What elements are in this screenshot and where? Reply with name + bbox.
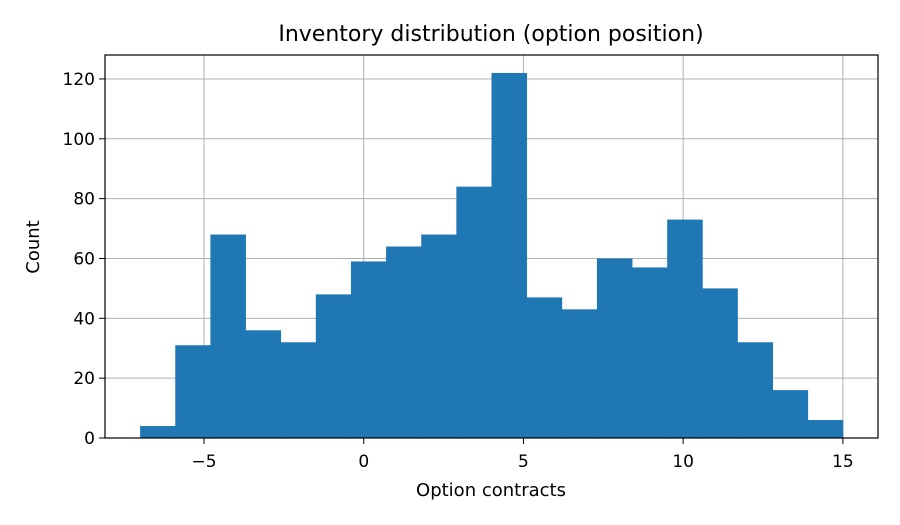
histogram-bar — [421, 234, 457, 438]
histogram-bar — [526, 297, 563, 438]
histogram-bar — [350, 261, 387, 438]
histogram-bar — [315, 294, 352, 438]
histogram-bar — [386, 246, 422, 438]
histogram-bar — [632, 267, 668, 438]
plot-frame — [104, 54, 879, 439]
x-tick-label: 5 — [518, 452, 529, 472]
histogram-bar — [280, 342, 317, 438]
histogram-bar — [140, 426, 176, 438]
y-tick-label: 120 — [63, 70, 95, 90]
histogram-bar — [596, 258, 633, 438]
chart-title: Inventory distribution (option position) — [278, 22, 703, 47]
y-tick-label: 0 — [84, 429, 95, 449]
x-axis-label: Option contracts — [416, 480, 566, 501]
histogram-bar — [807, 420, 844, 438]
bars — [140, 72, 844, 438]
histogram-bar — [667, 219, 703, 438]
histogram-bar — [491, 72, 528, 438]
y-tick-label: 40 — [73, 309, 95, 329]
histogram-bar — [210, 234, 246, 438]
y-axis-label: Count — [23, 220, 44, 273]
x-tick-label: 15 — [832, 452, 854, 472]
histogram-bar — [561, 309, 598, 438]
x-tick-label: 0 — [358, 452, 369, 472]
histogram-bar — [456, 186, 492, 438]
x-tick-label: −5 — [191, 452, 216, 472]
y-tick-label: 80 — [73, 190, 95, 210]
y-axis-ticks: 0 20 40 60 80 100 120 — [63, 70, 105, 449]
x-axis-ticks: −5 0 5 10 15 — [191, 438, 854, 472]
y-tick-label: 60 — [73, 249, 95, 269]
histogram-bar — [245, 330, 282, 438]
histogram-bar — [175, 345, 211, 438]
histogram-bar — [772, 390, 809, 438]
x-tick-label: 10 — [672, 452, 694, 472]
y-tick-label: 20 — [73, 369, 95, 389]
y-tick-label: 100 — [63, 130, 95, 150]
histogram-bar — [702, 288, 738, 438]
histogram-bar — [737, 342, 773, 438]
